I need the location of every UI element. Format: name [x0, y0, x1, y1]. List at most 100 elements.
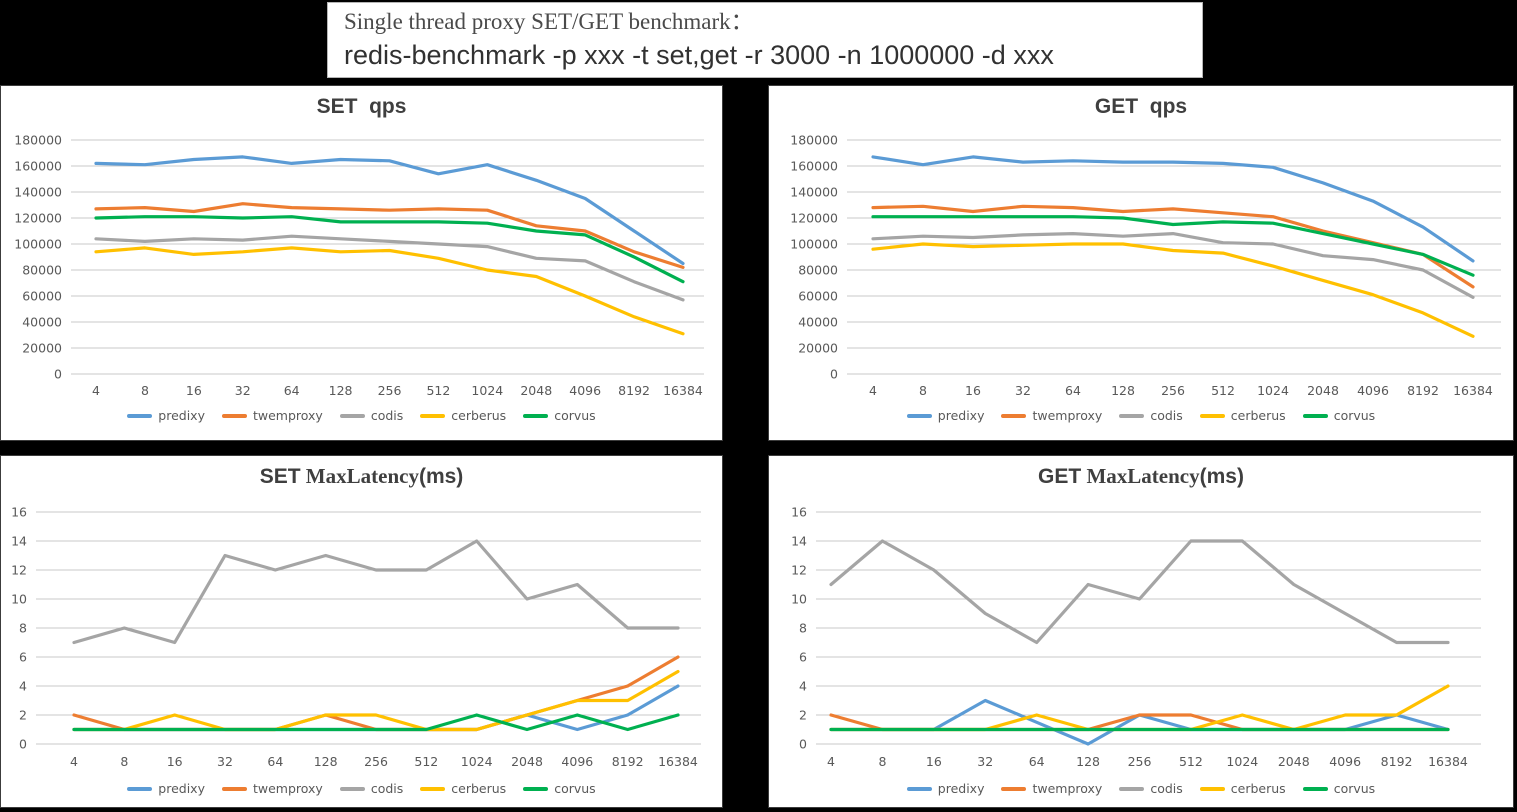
- chart-title-text: SET: [259, 465, 301, 488]
- legend-label: cerberus: [451, 781, 507, 796]
- y-tick-label: 12: [791, 563, 807, 578]
- chart-title-text: GET: [1094, 95, 1139, 118]
- x-tick-label: 2048: [520, 383, 552, 398]
- legend-item-corvus: corvus: [1302, 781, 1375, 796]
- y-tick-label: 40000: [22, 315, 62, 330]
- legend-label: codis: [370, 781, 404, 796]
- y-tick-label: 140000: [790, 185, 838, 200]
- y-tick-label: 60000: [798, 289, 838, 304]
- x-tick-label: 256: [378, 383, 402, 398]
- legend-label: cerberus: [1230, 781, 1286, 796]
- x-tick-label: 32: [977, 754, 993, 769]
- codis-swatch-icon: [339, 786, 365, 791]
- legend-label: cerberus: [1230, 408, 1286, 423]
- legend-label: codis: [370, 408, 404, 423]
- legend-item-twemproxy: twemproxy: [221, 781, 323, 796]
- y-tick-label: 20000: [22, 341, 62, 356]
- x-tick-label: 256: [364, 754, 388, 769]
- x-tick-label: 64: [1065, 383, 1081, 398]
- codis-line: [72, 539, 680, 645]
- legend-item-codis: codis: [1119, 781, 1183, 796]
- y-tick-label: 160000: [14, 159, 62, 174]
- legend: predixy twemproxy codis cerberus corvus: [769, 408, 1513, 423]
- legend-label: predixy: [937, 781, 985, 796]
- predixy-swatch-icon: [127, 786, 153, 791]
- x-tick-label: 4: [827, 754, 835, 769]
- twemproxy-swatch-icon: [1001, 786, 1027, 791]
- chart-title-get-maxlatency: GET MaxLatency(ms): [769, 464, 1513, 489]
- codis-line: [871, 232, 1475, 299]
- x-tick-label: 64: [284, 383, 300, 398]
- y-tick-label: 6: [799, 650, 807, 665]
- y-tick-label: 100000: [790, 237, 838, 252]
- x-tick-label: 8192: [1381, 754, 1413, 769]
- y-tick-label: 4: [799, 679, 807, 694]
- x-tick-label: 8: [120, 754, 128, 769]
- x-tick-label: 16384: [658, 754, 698, 769]
- y-tick-label: 160000: [790, 159, 838, 174]
- y-tick-label: 10: [791, 592, 807, 607]
- x-tick-label: 2048: [511, 754, 543, 769]
- chart-panel-set-maxlatency: SET MaxLatency(ms) 16 14 12 10 8 6 4 2 0 4 8 16 32 64…: [0, 455, 723, 808]
- y-tick-label: 14: [791, 534, 807, 549]
- x-tick-label: 8: [878, 754, 886, 769]
- corvus-line: [94, 215, 685, 284]
- corvus-swatch-icon: [523, 786, 549, 791]
- x-tick-label: 1024: [1226, 754, 1258, 769]
- x-tick-label: 4: [869, 383, 877, 398]
- cerberus-line: [829, 684, 1450, 732]
- benchmark-command: redis-benchmark -p xxx -t set,get -r 300…: [344, 40, 1054, 70]
- cerberus-line: [94, 246, 685, 336]
- cerberus-swatch-icon: [420, 786, 446, 791]
- x-tick-label: 32: [1015, 383, 1031, 398]
- get-qps-plot: 180000 160000 140000 120000 100000 80000 60000…: [790, 133, 1501, 398]
- y-tick-label: 40000: [798, 315, 838, 330]
- y-tick-label: 16: [11, 505, 27, 520]
- predixy-swatch-icon: [906, 786, 932, 791]
- legend-item-corvus: corvus: [1302, 408, 1375, 423]
- legend-item-corvus: corvus: [523, 408, 596, 423]
- x-tick-label: 8192: [618, 383, 650, 398]
- corvus-line: [72, 713, 680, 732]
- legend-item-twemproxy: twemproxy: [1001, 408, 1102, 423]
- corvus-swatch-icon: [1302, 786, 1328, 791]
- x-tick-label: 256: [1128, 754, 1152, 769]
- x-tick-label: 1024: [461, 754, 493, 769]
- chart-title-text: qps: [357, 95, 407, 118]
- y-tick-label: 0: [830, 367, 838, 382]
- x-tick-label: 16384: [1428, 754, 1468, 769]
- chart-title-text: (ms): [1199, 465, 1244, 488]
- legend-item-cerberus: cerberus: [420, 781, 506, 796]
- legend-label: corvus: [554, 408, 596, 423]
- x-tick-label: 512: [414, 754, 438, 769]
- cerberus-swatch-icon: [1199, 413, 1225, 418]
- corvus-line: [871, 215, 1475, 277]
- codis-swatch-icon: [339, 413, 365, 418]
- corvus-swatch-icon: [523, 413, 549, 418]
- legend-label: twemproxy: [1032, 408, 1103, 423]
- x-tick-label: 128: [314, 754, 338, 769]
- x-tick-label: 4: [70, 754, 78, 769]
- predixy-line: [871, 155, 1475, 263]
- legend-label: twemproxy: [252, 408, 323, 423]
- x-tick-label: 16: [926, 754, 942, 769]
- y-tick-label: 20000: [798, 341, 838, 356]
- legend: predixy twemproxy codis cerberus corvus: [769, 781, 1513, 796]
- x-tick-label: 1024: [1257, 383, 1289, 398]
- y-tick-label: 0: [54, 367, 62, 382]
- x-tick-label: 64: [267, 754, 283, 769]
- corvus-swatch-icon: [1302, 413, 1328, 418]
- y-tick-label: 14: [11, 534, 27, 549]
- y-tick-label: 100000: [14, 237, 62, 252]
- chart-title-text: SET: [316, 95, 358, 118]
- y-tick-label: 6: [19, 650, 27, 665]
- codis-line: [94, 234, 685, 302]
- legend-label: codis: [1150, 781, 1183, 796]
- legend-item-predixy: predixy: [906, 408, 984, 423]
- y-tick-label: 140000: [14, 185, 62, 200]
- x-tick-label: 32: [235, 383, 251, 398]
- legend-label: twemproxy: [252, 781, 323, 796]
- chart-title-text: MaxLatency: [1081, 464, 1200, 488]
- legend-item-codis: codis: [339, 408, 404, 423]
